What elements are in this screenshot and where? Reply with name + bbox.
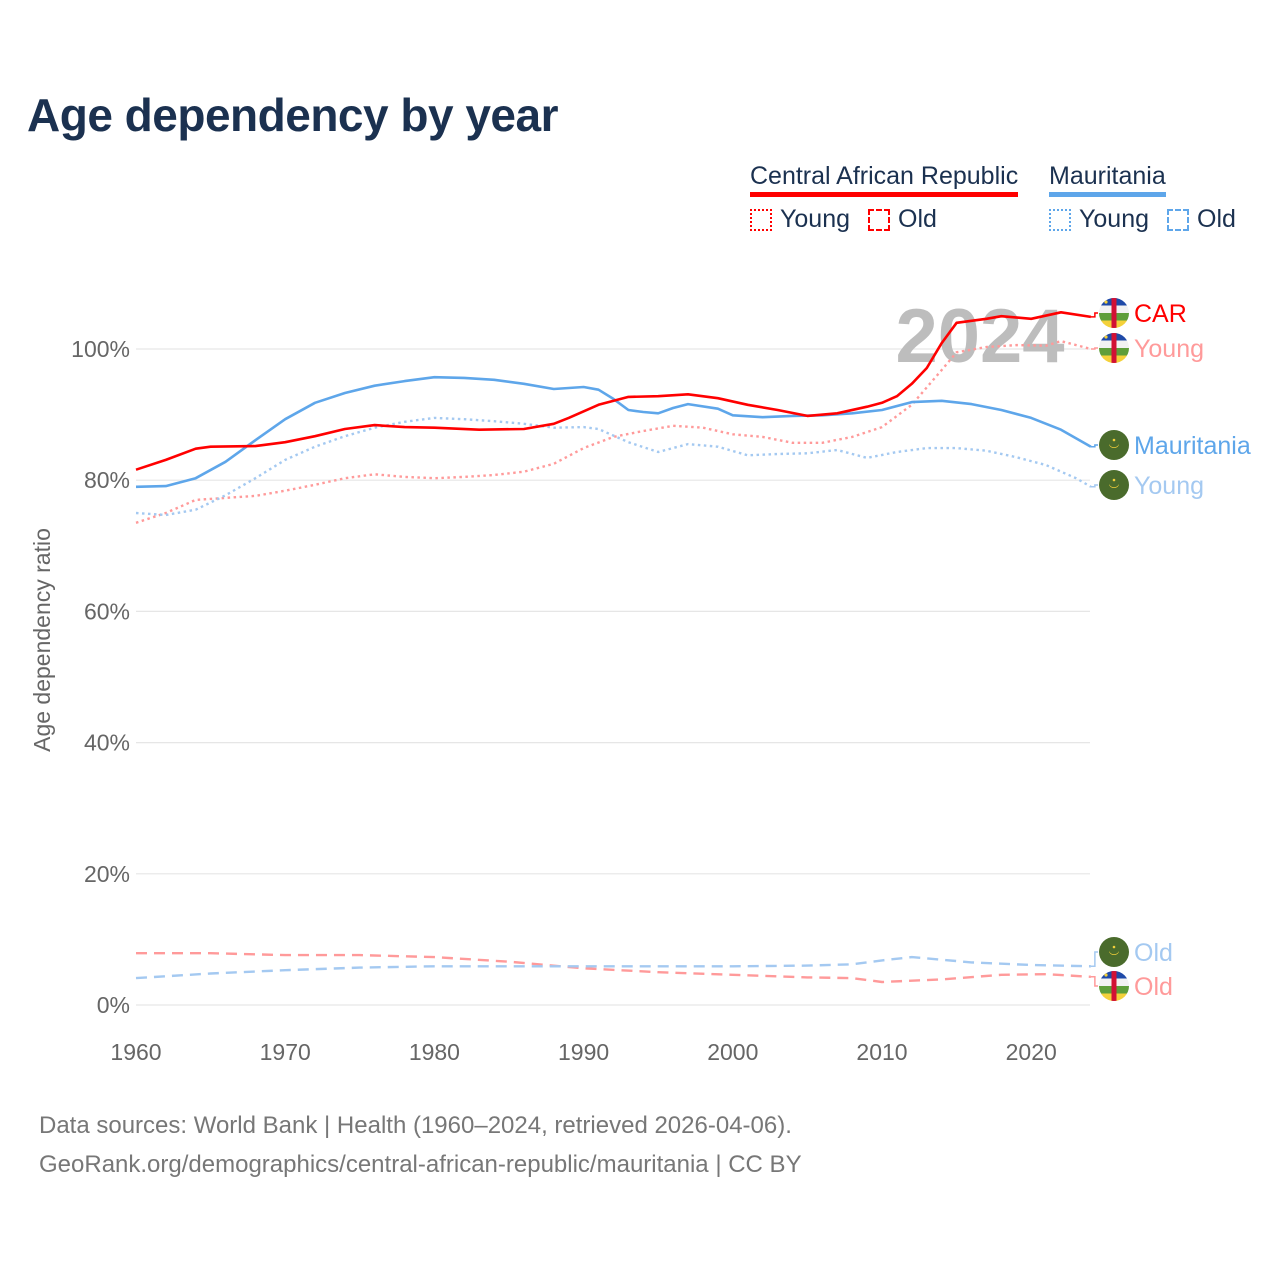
label-connector (1090, 951, 1098, 968)
series-line-central-african-republic-old[interactable] (136, 952, 1091, 984)
series-line-central-african-republic[interactable] (135, 311, 1092, 471)
legend-mauritania-old[interactable]: Old (1197, 205, 1236, 233)
footer: Data sources: World Bank | Health (1960–… (39, 1106, 802, 1184)
x-tick-label: 2000 (707, 1039, 758, 1065)
end-label: Young (1134, 472, 1204, 500)
end-label: Mauritania (1134, 432, 1251, 460)
legend-mauritania-young[interactable]: Young (1079, 205, 1149, 233)
mauritania-flag-icon (1099, 430, 1129, 460)
y-tick-label: 60% (84, 598, 130, 624)
legend-car-old[interactable]: Old (898, 205, 937, 233)
y-axis-label: Age dependency ratio (29, 528, 55, 752)
legend-car[interactable]: Central African Republic Young Old (750, 162, 1019, 234)
end-label: Young (1134, 335, 1204, 363)
end-label: Old (1134, 973, 1173, 1001)
car-flag-icon (1099, 971, 1129, 1001)
car-flag-icon (1099, 333, 1129, 363)
x-tick-label: 1970 (260, 1039, 311, 1065)
x-tick-label: 2010 (856, 1039, 907, 1065)
label-connector (1090, 484, 1098, 488)
y-tick-label: 20% (84, 861, 130, 887)
dotted-swatch-icon (750, 208, 772, 231)
y-tick-label: 100% (71, 336, 130, 362)
y-tick-label: 40% (84, 730, 130, 756)
dashed-swatch-icon (1167, 208, 1189, 231)
label-connector (1090, 976, 1098, 987)
legend-car-young[interactable]: Young (780, 205, 850, 233)
y-axis-ticks: 0% 20% 40% 60% 80% 100% (71, 336, 130, 1018)
legend-mauritania[interactable]: Mauritania Young Old (1049, 162, 1236, 234)
label-connector (1090, 347, 1098, 350)
mauritania-flag-icon (1099, 470, 1129, 500)
series-line-mauritania-old[interactable] (135, 955, 1091, 980)
mauritania-flag-icon (1099, 937, 1129, 967)
chart-title: Age dependency by year (27, 89, 558, 141)
source-url[interactable]: GeoRank.org/demographics/central-african… (39, 1151, 802, 1178)
label-connector (1090, 312, 1098, 318)
x-tick-label: 1960 (110, 1039, 161, 1065)
x-axis-ticks: 1960 1970 1980 1990 2000 2010 2020 (110, 1039, 1056, 1065)
y-tick-label: 0% (97, 992, 130, 1018)
x-tick-label: 2020 (1006, 1039, 1057, 1065)
end-label: Old (1134, 939, 1173, 967)
dashed-swatch-icon (868, 208, 890, 231)
end-labels: CAR Young Old Mauritania Young Old (1090, 298, 1251, 1001)
series-line-mauritania-young[interactable] (135, 416, 1092, 517)
dotted-swatch-icon (1049, 208, 1071, 231)
grid-lines (136, 348, 1090, 1006)
label-connector (1090, 444, 1098, 448)
source-note: Data sources: World Bank | Health (1960–… (39, 1112, 792, 1139)
car-flag-icon (1099, 298, 1129, 328)
series-lines (135, 311, 1092, 984)
end-label: CAR (1134, 300, 1187, 328)
x-tick-label: 1990 (558, 1039, 609, 1065)
series-line-mauritania[interactable] (135, 375, 1092, 489)
year-watermark: 2024 (895, 294, 1064, 379)
y-tick-label: 80% (84, 467, 130, 493)
series-line-central-african-republic-young[interactable] (135, 339, 1092, 524)
x-tick-label: 1980 (409, 1039, 460, 1065)
legend-country-mauritania[interactable]: Mauritania (1049, 162, 1166, 197)
legend-country-car[interactable]: Central African Republic (750, 162, 1019, 197)
